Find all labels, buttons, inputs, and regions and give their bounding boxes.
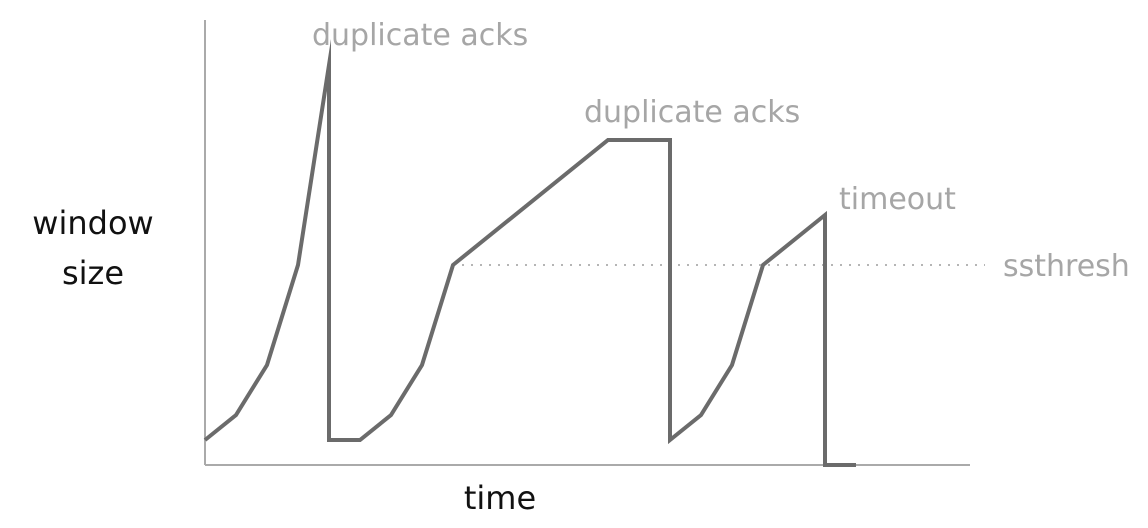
annotation-duplicate-acks-1: duplicate acks (312, 18, 528, 53)
x-axis-label: time (463, 479, 537, 517)
y-axis-label-line-2: size (61, 254, 125, 292)
ssthresh-label: ssthresh (1003, 249, 1130, 284)
annotation-timeout-3: timeout (839, 182, 956, 217)
annotation-duplicate-acks-2: duplicate acks (584, 95, 800, 130)
y-axis-label-line-1: window (32, 204, 154, 242)
y-axis-label: window size (18, 198, 168, 298)
window-size-line (203, 39, 856, 467)
